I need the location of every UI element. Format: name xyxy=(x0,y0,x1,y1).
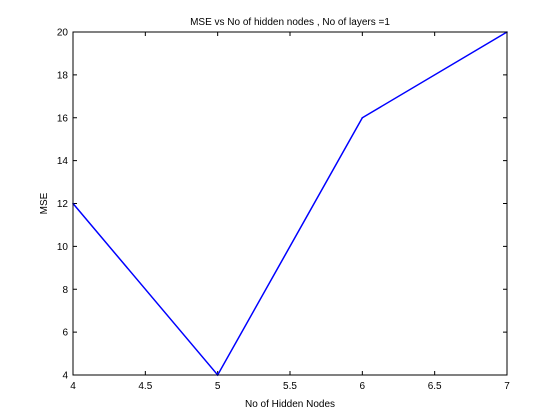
x-tick-label: 6 xyxy=(360,381,366,392)
y-axis-label: MSE xyxy=(39,192,50,214)
y-tick-label: 4 xyxy=(62,371,68,382)
x-axis-ticks: 4 4.5 5 5.5 6 6.5 7 xyxy=(70,32,510,392)
y-tick-label: 14 xyxy=(57,156,69,167)
x-tick-label: 4.5 xyxy=(138,381,152,392)
series-line xyxy=(72,31,508,377)
plot-background xyxy=(73,32,507,375)
x-tick-label: 5.5 xyxy=(283,381,297,392)
x-tick-label: 6.5 xyxy=(428,381,442,392)
y-tick-label: 18 xyxy=(57,70,69,81)
y-tick-label: 6 xyxy=(62,328,68,339)
y-tick-label: 8 xyxy=(62,285,68,296)
x-tick-label: 4 xyxy=(70,381,76,392)
data-point xyxy=(361,116,364,119)
plot-frame xyxy=(72,31,508,376)
y-tick-label: 20 xyxy=(57,28,69,39)
x-axis-label: No of Hidden Nodes xyxy=(245,399,335,410)
chart-title: MSE vs No of hidden nodes , No of layers… xyxy=(190,17,390,28)
y-tick-label: 16 xyxy=(57,113,69,124)
y-axis-ticks: 4 6 8 10 12 14 16 18 20 xyxy=(57,28,507,382)
y-tick-label: 10 xyxy=(57,242,69,253)
x-tick-label: 5 xyxy=(215,381,221,392)
x-tick-label: 7 xyxy=(504,381,510,392)
y-tick-label: 12 xyxy=(57,199,69,210)
